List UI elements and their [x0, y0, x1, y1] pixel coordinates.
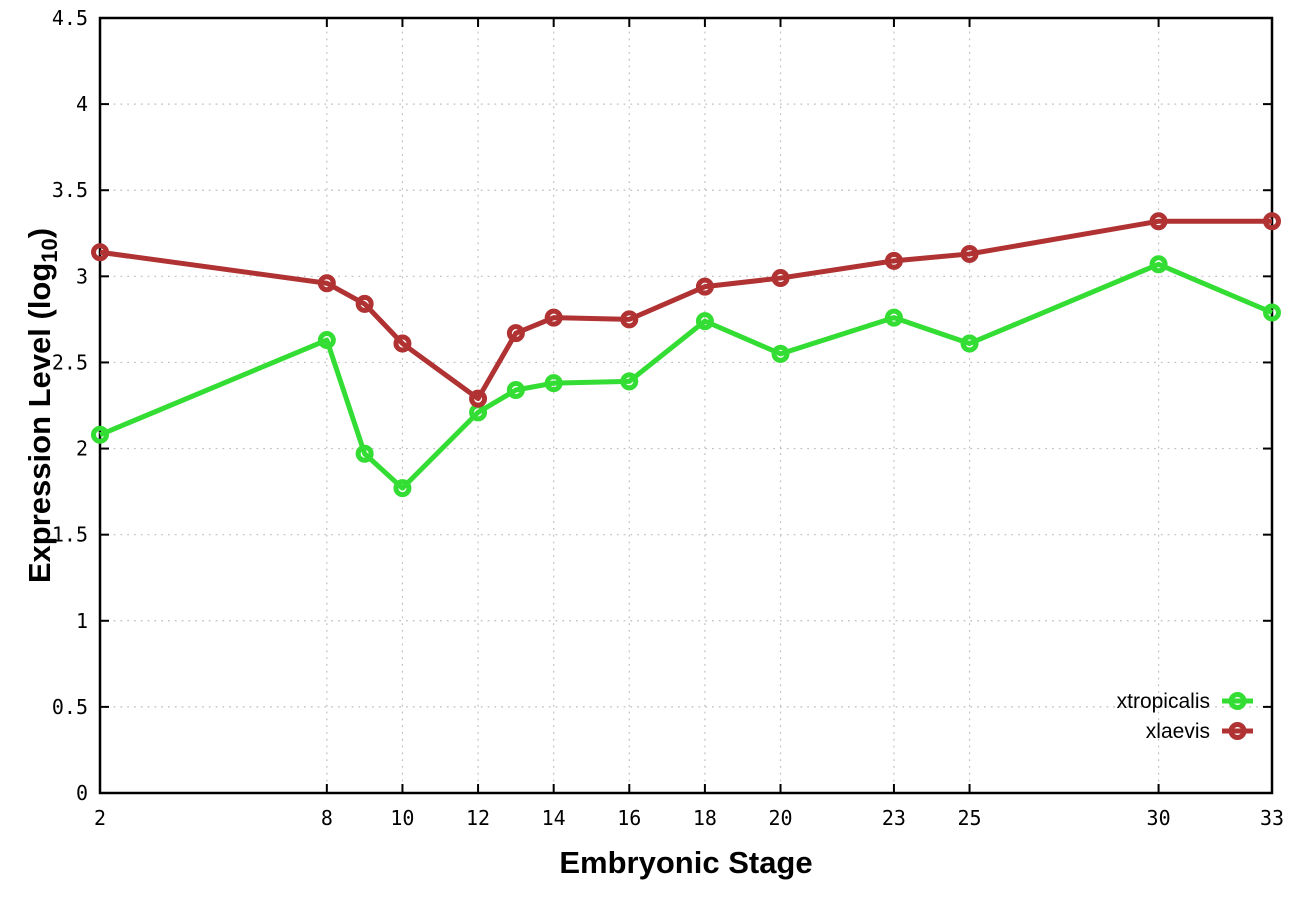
data-point-xlaevis-8: [317, 274, 336, 293]
data-point-xlaevis-16: [620, 310, 639, 329]
y-tick-label: 4.5: [52, 6, 88, 30]
data-point-xlaevis-13: [506, 324, 525, 343]
data-point-xlaevis-20: [771, 269, 790, 288]
x-tick-label: 10: [390, 806, 414, 830]
y-tick-label: 3: [76, 264, 88, 288]
data-point-xlaevis-10: [393, 334, 412, 353]
data-point-xtropicalis-9: [355, 444, 374, 463]
data-point-xtropicalis-25: [960, 334, 979, 353]
data-point-xlaevis-30: [1149, 212, 1168, 231]
data-point-xtropicalis-2: [91, 425, 109, 444]
x-tick-label: 30: [1147, 806, 1171, 830]
y-tick-label: 2.5: [52, 350, 88, 374]
data-point-xlaevis-2: [91, 243, 109, 262]
y-axis-title-subscript: 10: [37, 238, 62, 262]
data-point-xtropicalis-14: [544, 374, 563, 393]
data-point-xtropicalis-8: [317, 331, 336, 350]
data-point-xlaevis-12: [469, 389, 488, 408]
y-axis-title-suffix: ): [22, 228, 57, 238]
legend-marker-xlaevis: [1228, 722, 1247, 740]
x-tick-label: 18: [693, 806, 717, 830]
data-point-xlaevis-33: [1263, 212, 1281, 231]
x-tick-label: 20: [768, 806, 792, 830]
data-point-xtropicalis-16: [620, 372, 639, 391]
x-tick-label: 12: [466, 806, 490, 830]
x-tick-label: 33: [1260, 806, 1284, 830]
legend-marker-xtropicalis: [1228, 692, 1247, 710]
y-axis-title: Expression Level (log10): [22, 228, 62, 583]
data-point-xtropicalis-30: [1149, 255, 1168, 274]
y-tick-label: 0.5: [52, 695, 88, 719]
x-tick-label: 25: [958, 806, 982, 830]
x-tick-label: 2: [94, 806, 106, 830]
data-point-xtropicalis-18: [695, 312, 714, 331]
series-line-xtropicalis: [99, 261, 1273, 491]
data-point-xlaevis-25: [960, 244, 979, 263]
y-tick-label: 3.5: [52, 178, 88, 202]
plot-border: [98, 16, 1274, 795]
data-point-xlaevis-9: [355, 294, 374, 313]
y-tick-label: 0: [76, 781, 88, 805]
legend-label-xtropicalis: xtropicalis: [1117, 690, 1210, 713]
data-point-xtropicalis-13: [506, 381, 525, 399]
data-point-xlaevis-18: [695, 277, 714, 296]
y-tick-label: 1.5: [52, 523, 88, 547]
legend-label-xlaevis: xlaevis: [1146, 720, 1210, 743]
x-tick-label: 23: [882, 806, 906, 830]
x-tick-label: 16: [617, 806, 641, 830]
y-tick-label: 2: [76, 437, 88, 461]
data-point-xlaevis-14: [544, 308, 563, 327]
y-tick-label: 1: [76, 609, 88, 633]
data-point-xtropicalis-20: [771, 344, 790, 363]
x-axis-title: Embryonic Stage: [559, 845, 812, 880]
data-point-xtropicalis-23: [884, 308, 903, 327]
data-point-xtropicalis-33: [1263, 303, 1281, 322]
series-line-xlaevis: [99, 218, 1272, 402]
x-tick-label: 8: [321, 806, 333, 830]
data-point-xtropicalis-10: [393, 479, 412, 498]
y-tick-label: 4: [76, 92, 88, 116]
x-tick-label: 14: [542, 806, 566, 830]
y-axis-title-prefix: Expression Level (log: [22, 263, 57, 583]
data-point-xlaevis-23: [884, 251, 903, 270]
